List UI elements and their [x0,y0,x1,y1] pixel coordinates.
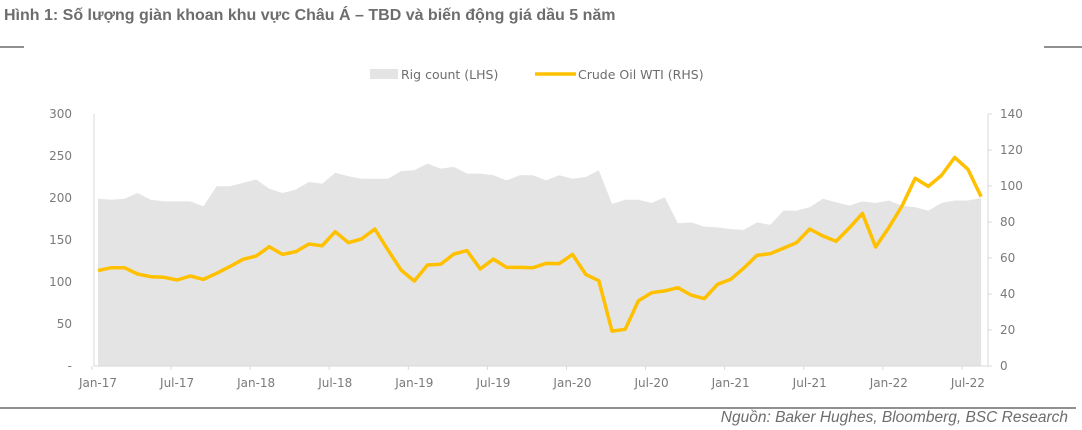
x-axis-tick-label: Jul-17 [159,376,194,390]
right-axis-tick-label: 80 [1000,215,1015,229]
legend-swatch-rig [370,69,398,79]
legend-label-rig: Rig count (LHS) [401,67,498,82]
figure-title: Hình 1: Số lượng giàn khoan khu vực Châu… [4,7,616,24]
left-axis-tick-label: 100 [49,275,72,289]
left-axis-tick-label: 300 [49,107,72,121]
x-axis-tick-label: Jan-19 [394,376,433,390]
left-axis-tick-label: 50 [57,317,72,331]
x-axis-tick-label: Jul-22 [950,376,985,390]
x-axis-tick-label: Jan-21 [711,376,750,390]
legend-label-oil: Crude Oil WTI (RHS) [578,67,704,82]
left-axis-tick-label: 150 [49,233,72,247]
right-axis-tick-label: 140 [1000,107,1023,121]
right-axis-tick-label: 0 [1000,359,1008,373]
crude-oil-wti-line [97,155,983,333]
x-axis-tick-label: Jul-19 [475,376,510,390]
x-axis-tick-label: Jul-21 [792,376,827,390]
right-axis-tick-label: 100 [1000,179,1023,193]
left-axis-tick-label: - [68,359,72,373]
right-axis-tick-label: 120 [1000,143,1023,157]
right-axis-tick-label: 20 [1000,323,1015,337]
right-axis-tick-label: 60 [1000,251,1015,265]
x-axis-tick-label: Jan-20 [552,376,591,390]
right-axis-tick-label: 40 [1000,287,1015,301]
x-axis-tick-label: Jan-18 [236,376,275,390]
x-axis-tick-label: Jan-17 [78,376,117,390]
source-note: Nguồn: Baker Hughes, Bloomberg, BSC Rese… [720,409,1068,426]
x-axis-tick-label: Jul-18 [317,376,352,390]
left-axis-tick-label: 200 [49,191,72,205]
left-axis-tick-label: 250 [49,149,72,163]
x-axis-tick-label: Jul-20 [634,376,669,390]
x-axis-tick-label: Jan-22 [869,376,908,390]
legend: Rig count (LHS) Crude Oil WTI (RHS) [370,67,704,82]
